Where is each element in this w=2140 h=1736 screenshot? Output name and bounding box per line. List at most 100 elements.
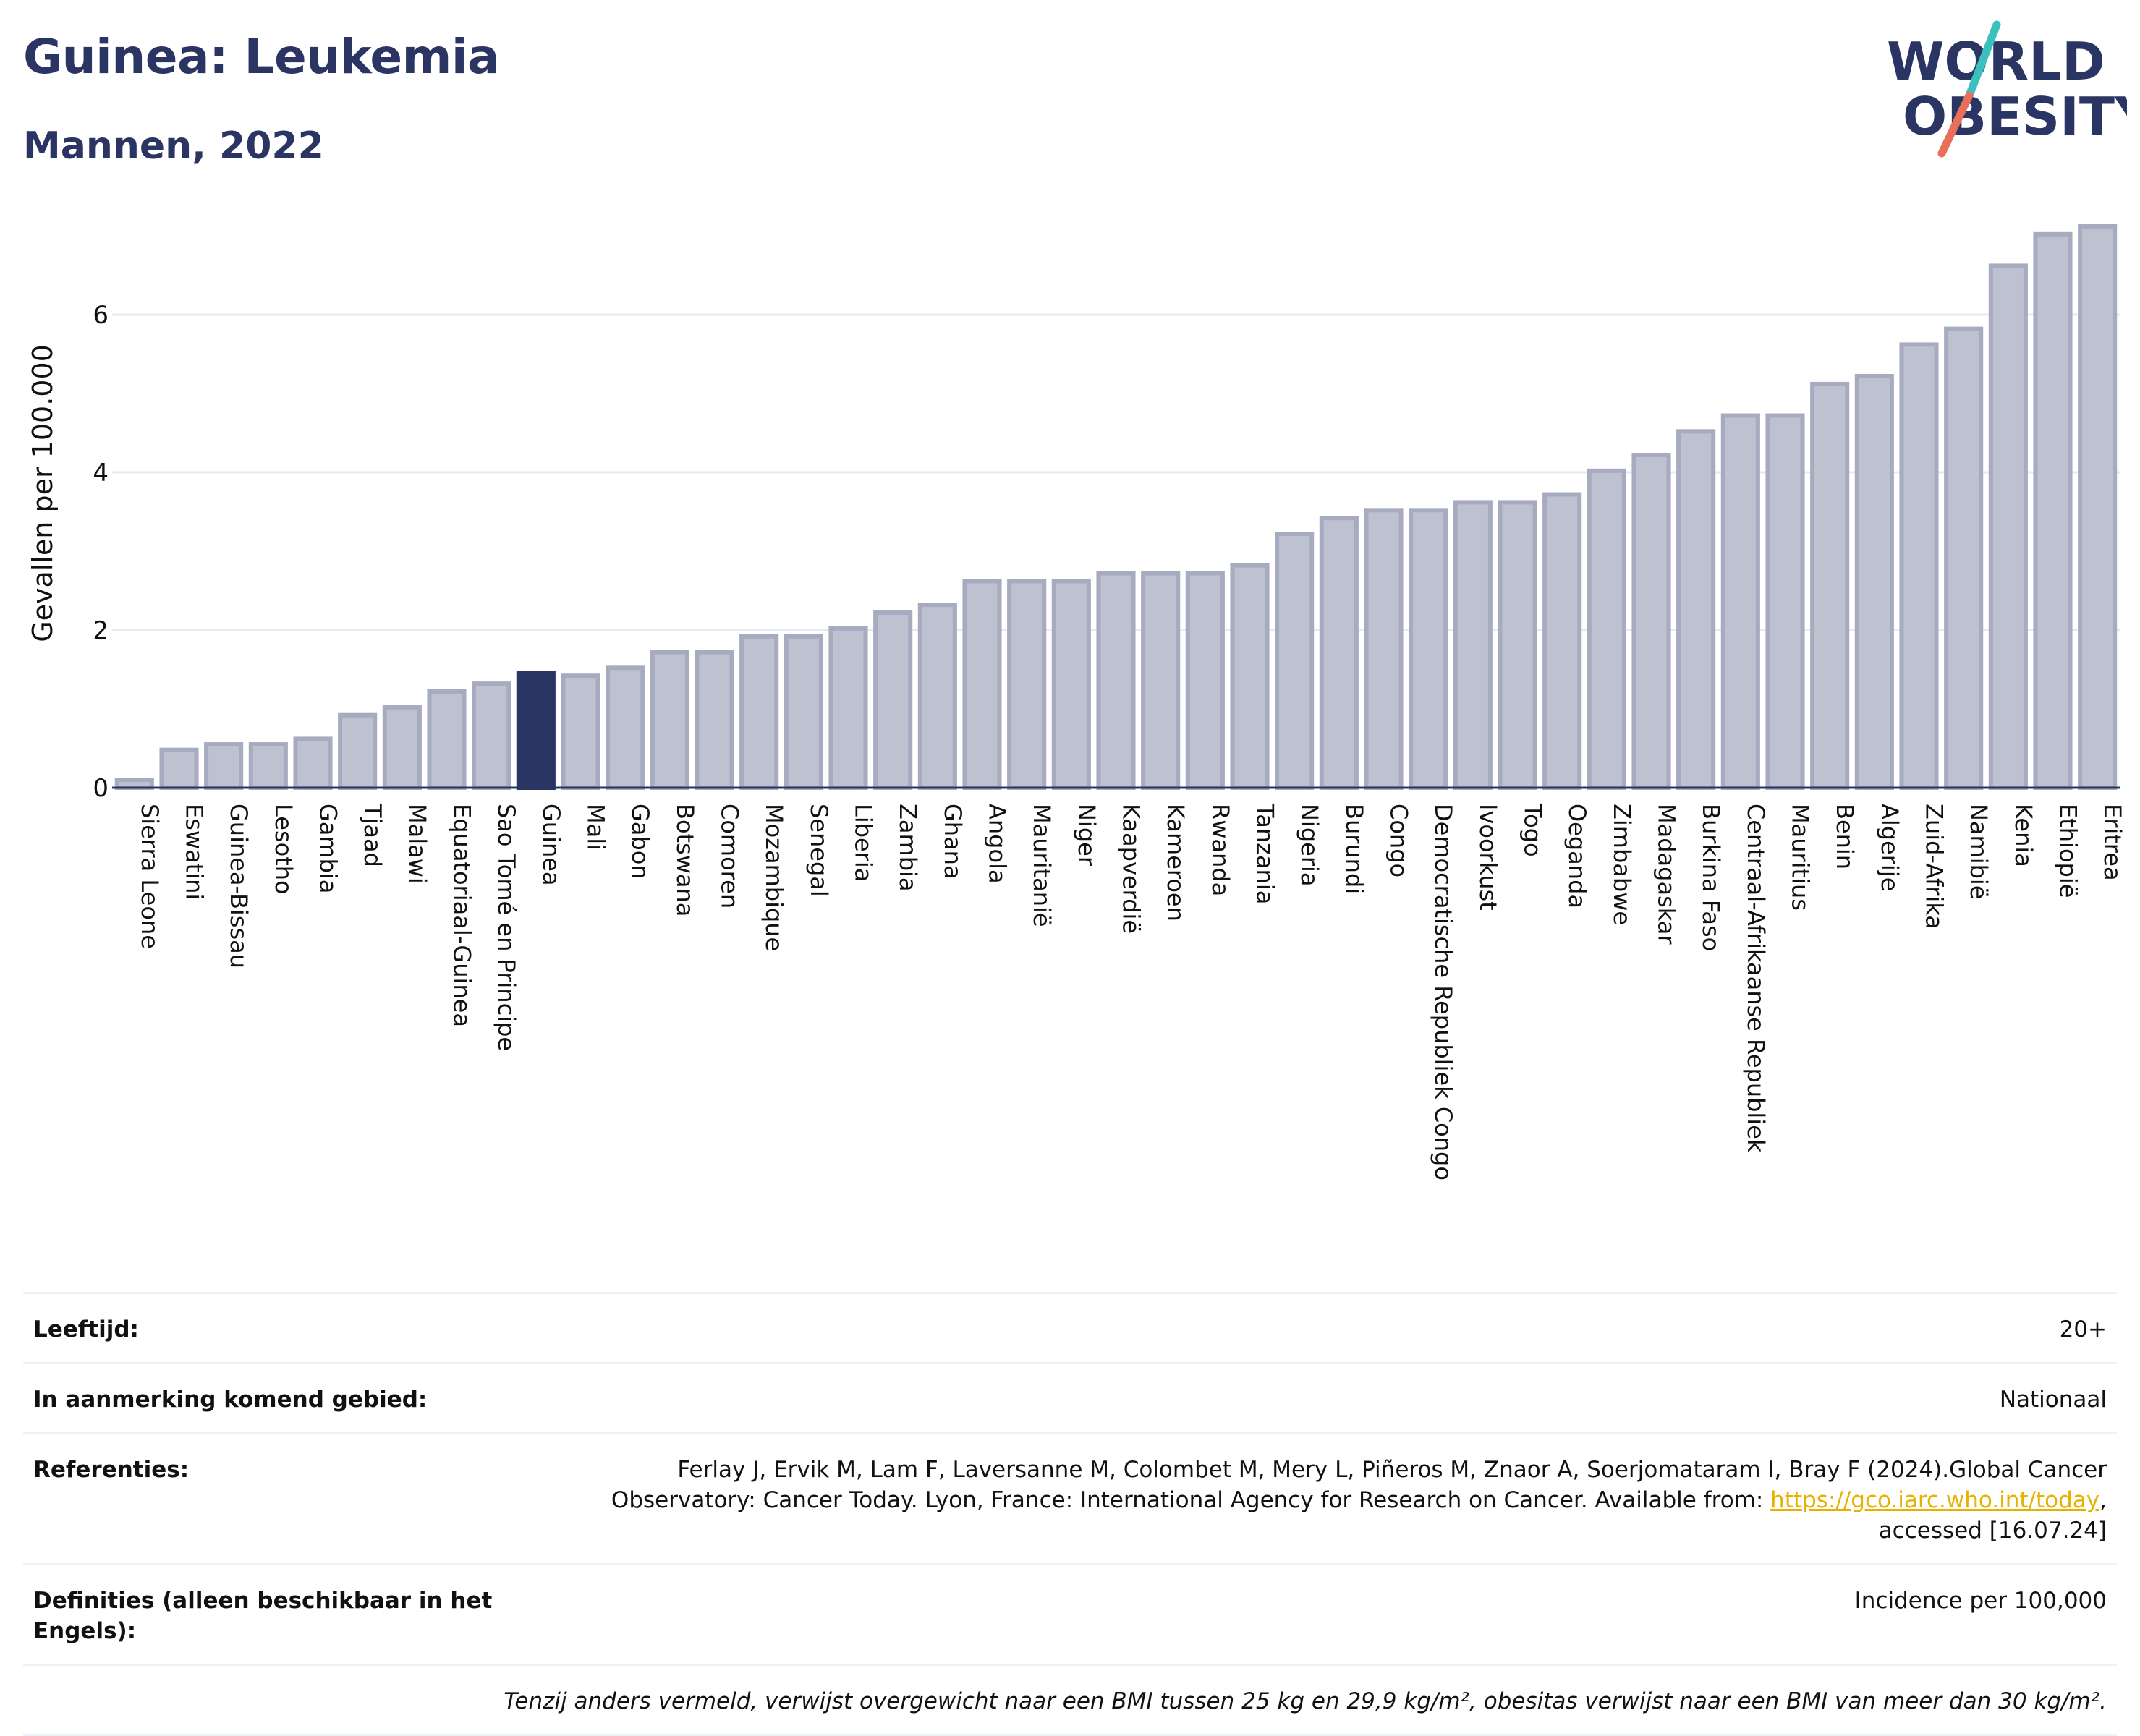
bar xyxy=(1988,263,2028,791)
y-tick-label: 2 xyxy=(93,616,109,645)
y-tick-label: 6 xyxy=(93,301,109,330)
x-tick-label: Centraal-Afrikaanse Republiek xyxy=(1742,804,1770,1153)
x-tick-label: Rwanda xyxy=(1207,804,1234,896)
page-subtitle: Mannen, 2022 xyxy=(23,124,324,168)
x-tick-label: Tanzania xyxy=(1252,803,1279,904)
x-tick-label: Tjaad xyxy=(359,803,386,867)
x-tick-label: Oeganda xyxy=(1563,804,1591,909)
x-tick-label: Sao Tomé en Principe xyxy=(493,804,520,1051)
x-tick-label: Zuid-Afrika xyxy=(1921,804,1948,929)
reference-link[interactable]: https://gco.iarc.who.int/today xyxy=(1770,1487,2100,1513)
x-tick-label: Congo xyxy=(1385,804,1413,877)
x-tick-label: Togo xyxy=(1519,803,1547,857)
bar xyxy=(1364,508,1404,790)
bar xyxy=(917,603,957,790)
x-tick-label: Burkina Faso xyxy=(1697,804,1725,951)
bmi-footnote: Tenzij anders vermeld, verwijst overgewi… xyxy=(504,1688,2107,1714)
x-tick-label: Lesotho xyxy=(270,804,297,895)
bar xyxy=(1631,453,1671,790)
bar xyxy=(1319,516,1359,790)
x-tick-label: Algerije xyxy=(1876,804,1903,891)
bar xyxy=(1587,468,1626,790)
area-label: In aanmerking komend gebied: xyxy=(33,1387,428,1413)
bar xyxy=(1185,571,1225,791)
world-obesity-logo: WORLD OBESITY xyxy=(1887,20,2127,158)
x-tick-label: Zambia xyxy=(894,804,922,892)
x-tick-label: Kaapverdië xyxy=(1118,804,1145,934)
area-value: Nationaal xyxy=(1999,1387,2107,1413)
x-tick-label: Burundi xyxy=(1341,804,1368,894)
x-tick-label: Guinea-Bissau xyxy=(225,804,252,969)
meta-row-age: Leeftijd: 20+ xyxy=(23,1292,2117,1362)
bar xyxy=(427,689,467,791)
bar xyxy=(1453,500,1493,790)
bar xyxy=(472,681,511,790)
metadata-table: Leeftijd: 20+ In aanmerking komend gebie… xyxy=(23,1292,2117,1736)
x-tick-label: Gabon xyxy=(627,804,654,880)
x-tick-label: Mauritius xyxy=(1787,804,1814,911)
x-tick-label: Kameroen xyxy=(1162,804,1189,922)
logo-line-1: WORLD xyxy=(1887,31,2105,92)
bar xyxy=(784,634,823,790)
y-axis-label: Gevallen per 100.000 xyxy=(27,344,59,642)
reference-text-2: Observatory: Cancer Today. Lyon, France:… xyxy=(611,1487,1764,1513)
bar xyxy=(2078,224,2118,791)
x-tick-label: Namibië xyxy=(1965,804,1992,900)
bar xyxy=(739,634,779,790)
x-tick-label: Mali xyxy=(582,804,610,851)
logo-slash-top xyxy=(1965,20,2001,100)
reference-text-1: Ferlay J, Ervik M, Lam F, Laversanne M, … xyxy=(677,1457,2107,1483)
x-tick-label: Benin xyxy=(1831,804,1859,869)
bar xyxy=(1944,326,1984,790)
x-tick-label: Mozambique xyxy=(760,804,788,951)
bar xyxy=(1141,571,1181,791)
bar xyxy=(1096,571,1136,791)
logo-slash-bottom xyxy=(1937,91,1974,158)
bar xyxy=(1051,579,1091,790)
reference-accessed: accessed [16.07.24] xyxy=(1878,1518,2107,1544)
bar xyxy=(1765,413,1805,790)
meta-row-area: In aanmerking komend gebied: Nationaal xyxy=(23,1362,2117,1432)
x-tick-label: Mauritanië xyxy=(1028,804,1056,927)
bar xyxy=(1230,563,1270,790)
y-tick-label: 0 xyxy=(93,774,109,803)
bar xyxy=(1899,342,1939,791)
bar xyxy=(695,650,734,791)
bar xyxy=(606,665,645,790)
x-tick-label: Kenia xyxy=(2010,804,2037,867)
reference-comma: , xyxy=(2099,1487,2107,1513)
x-tick-label: Madagaskar xyxy=(1653,804,1681,945)
bar xyxy=(204,742,244,790)
x-tick-label: Botswana xyxy=(671,804,699,916)
bar xyxy=(1542,492,1582,790)
definitions-value: Incidence per 100,000 xyxy=(1854,1588,2107,1614)
x-tick-label: Liberia xyxy=(850,804,878,882)
bar xyxy=(2033,231,2073,790)
bar xyxy=(828,626,868,790)
x-tick-label: Niger xyxy=(1073,804,1100,867)
x-tick-label: Zimbabwe xyxy=(1608,804,1636,925)
x-tick-label: Malawi xyxy=(404,804,431,884)
x-tick-label: Guinea xyxy=(538,804,565,886)
meta-row-note: Tenzij anders vermeld, verwijst overgewi… xyxy=(23,1664,2117,1736)
bar xyxy=(114,778,154,790)
x-tick-label: Ghana xyxy=(939,804,967,880)
y-tick-label: 4 xyxy=(93,459,109,488)
bar xyxy=(1854,374,1894,790)
x-tick-label: Angola xyxy=(984,804,1011,884)
bar xyxy=(1498,500,1537,790)
y-tick-labels: 0 2 4 6 xyxy=(93,301,109,803)
bar xyxy=(248,742,288,790)
references-label: Referenties: xyxy=(33,1457,190,1483)
bar xyxy=(561,673,600,790)
references-value: Ferlay J, Ervik M, Lam F, Laversanne M, … xyxy=(496,1455,2107,1546)
x-tick-label: Sierra Leone xyxy=(136,804,164,949)
x-tick-label: Ivoorkust xyxy=(1474,804,1502,911)
page-title: Guinea: Leukemia xyxy=(23,29,500,85)
x-tick-label: Gambia xyxy=(315,804,342,893)
bar xyxy=(1007,579,1047,790)
logo-line-2: OBESITY xyxy=(1903,86,2127,147)
x-tick-label: Nigeria xyxy=(1296,804,1323,886)
age-value: 20+ xyxy=(2059,1316,2107,1343)
bar xyxy=(159,747,199,790)
